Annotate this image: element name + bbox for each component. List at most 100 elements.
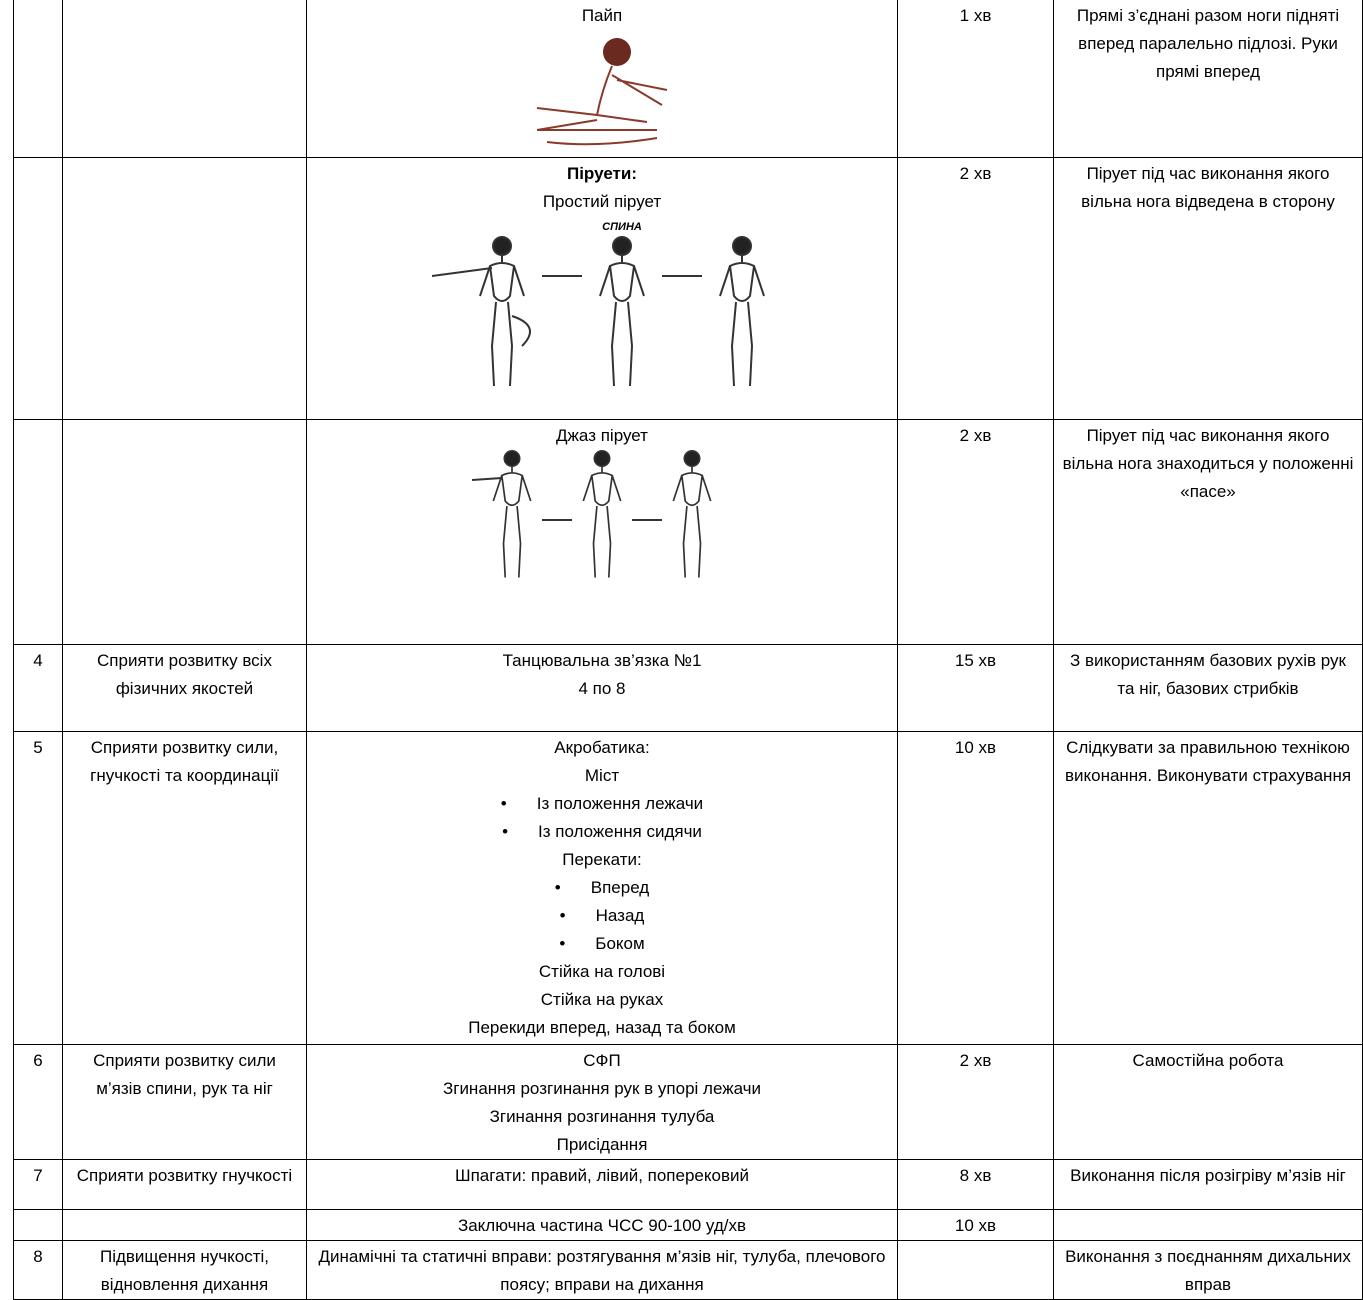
- goal-cell: [62, 0, 307, 158]
- content-line: Акробатика:: [554, 738, 650, 757]
- content-line: Стійка на голові: [538, 962, 666, 981]
- notes-text: Прямі з’єднані разом ноги підняті вперед…: [1076, 6, 1340, 81]
- bullet-item: Боком: [313, 930, 891, 958]
- content-line: Танцювальна зв’язка №1: [502, 651, 702, 670]
- notes-cell: З використанням базових рухів рук та ніг…: [1053, 644, 1363, 732]
- notes-text: Пірует під час виконання якого вільна но…: [1062, 426, 1354, 501]
- time-cell: 1 хв: [897, 0, 1054, 158]
- content-line: СФП: [583, 1051, 621, 1070]
- number-cell: 5: [13, 731, 63, 1045]
- row-number: 5: [33, 738, 43, 757]
- goal-cell: [62, 157, 307, 420]
- time-cell: [897, 1240, 1054, 1300]
- number-cell: [13, 157, 63, 420]
- row-number: 6: [33, 1051, 43, 1070]
- goal-cell: [62, 1209, 307, 1241]
- notes-text: Самостійна робота: [1132, 1051, 1284, 1070]
- goal-text: Сприяти розвитку гнучкості: [76, 1166, 293, 1185]
- notes-cell: Виконання з поєднанням дихальних вправ: [1053, 1240, 1363, 1300]
- jazz-pirouette-figure: [472, 450, 712, 578]
- number-cell: [13, 419, 63, 645]
- goal-cell: Сприяти розвитку всіх фізичних якостей: [62, 644, 307, 732]
- notes-text: Слідкувати за правильною технікою викона…: [1064, 738, 1352, 785]
- content-cell: Пайп: [306, 0, 898, 158]
- notes-cell: Прямі з’єднані разом ноги підняті вперед…: [1053, 0, 1363, 158]
- time-text: 1 хв: [959, 6, 992, 25]
- notes-cell: Пірует під час виконання якого вільна но…: [1053, 419, 1363, 645]
- row-number: 4: [33, 651, 43, 670]
- goal-text: Сприяти розвитку сили м’язів спини, рук …: [93, 1051, 276, 1098]
- table-body: Пайп 1 хв Прямі з’єднані разом ноги підня…: [13, 0, 1363, 1300]
- bullet-item: Вперед: [313, 874, 891, 902]
- content-cell: Динамічні та статичні вправи: розтягуван…: [306, 1240, 898, 1300]
- notes-text: Виконання після розігріву м’язів ніг: [1070, 1166, 1346, 1185]
- content-line: Присідання: [556, 1135, 648, 1154]
- content-line: Простий пірует: [542, 192, 662, 211]
- content-line: Міст: [584, 766, 620, 785]
- table-row: 8 Підвищення нучкості, відновлення диханн…: [13, 1240, 1363, 1300]
- number-cell: 6: [13, 1044, 63, 1160]
- table-row: Пайп 1 хв Прямі з’єднані разом ноги підня…: [13, 0, 1363, 158]
- time-text: 15 хв: [954, 651, 997, 670]
- time-cell: 8 хв: [897, 1159, 1054, 1210]
- content-line: 4 по 8: [578, 679, 626, 698]
- number-cell: [13, 1209, 63, 1241]
- notes-cell: Виконання після розігріву м’язів ніг: [1053, 1159, 1363, 1210]
- notes-text: З використанням базових рухів рук та ніг…: [1070, 651, 1346, 698]
- content-line: Стійка на руках: [540, 990, 664, 1009]
- notes-cell: Пірует під час виконання якого вільна но…: [1053, 157, 1363, 420]
- content-line: Згинання розгинання тулуба: [489, 1107, 715, 1126]
- content-cell: Джаз пірует: [306, 419, 898, 645]
- table-row: 6 Сприяти розвитку сили м’язів спини, рук…: [13, 1044, 1363, 1160]
- content-cell: Піруети: Простий пірует СПИНА: [306, 157, 898, 420]
- time-cell: 10 хв: [897, 1209, 1054, 1241]
- bullet-item: Із положення лежачи: [313, 790, 891, 818]
- time-cell: 10 хв: [897, 731, 1054, 1045]
- notes-cell: Слідкувати за правильною технікою викона…: [1053, 731, 1363, 1045]
- notes-cell: Самостійна робота: [1053, 1044, 1363, 1160]
- lesson-table: Пайп 1 хв Прямі з’єднані разом ноги підня…: [13, 0, 1363, 1300]
- content-line: Джаз пірует: [556, 426, 648, 445]
- goal-cell: [62, 419, 307, 645]
- content-cell: Акробатика: Міст Із положення лежачиІз пол…: [306, 731, 898, 1045]
- figure-label: СПИНА: [602, 221, 642, 233]
- content-line: Перекиди вперед, назад та боком: [468, 1018, 736, 1037]
- time-cell: 2 хв: [897, 157, 1054, 420]
- content-cell: Заключна частина ЧСС 90-100 уд/хв: [306, 1209, 898, 1241]
- table-row: 7 Сприяти розвитку гнучкості Шпагати: прав…: [13, 1159, 1363, 1210]
- content-line: Динамічні та статичні вправи: розтягуван…: [318, 1247, 886, 1294]
- simple-pirouette-figure: СПИНА: [432, 221, 765, 386]
- content-cell: Танцювальна зв’язка №1 4 по 8: [306, 644, 898, 732]
- table-row: Заключна частина ЧСС 90-100 уд/хв 10 хв: [13, 1209, 1363, 1241]
- content-line: Заключна частина ЧСС 90-100 уд/хв: [457, 1216, 747, 1235]
- goal-text: Підвищення нучкості, відновлення дихання: [99, 1247, 269, 1294]
- row-number: 7: [33, 1166, 43, 1185]
- number-cell: 7: [13, 1159, 63, 1210]
- time-text: 10 хв: [954, 1216, 997, 1235]
- goal-cell: Сприяти розвитку сили м’язів спини, рук …: [62, 1044, 307, 1160]
- table-row: 5 Сприяти розвитку сили, гнучкості та коо…: [13, 731, 1363, 1045]
- notes-text: Пірует під час виконання якого вільна но…: [1081, 164, 1335, 211]
- goal-cell: Підвищення нучкості, відновлення дихання: [62, 1240, 307, 1300]
- table-row: 4 Сприяти розвитку всіх фізичних якостей Т…: [13, 644, 1363, 732]
- row-number: 8: [33, 1247, 43, 1266]
- time-cell: 15 хв: [897, 644, 1054, 732]
- number-cell: 8: [13, 1240, 63, 1300]
- bullet-item: Назад: [313, 902, 891, 930]
- content-line: Згинання розгинання рук в упорі лежачи: [442, 1079, 762, 1098]
- time-text: 2 хв: [959, 164, 992, 183]
- notes-text: Виконання з поєднанням дихальних вправ: [1065, 1247, 1351, 1294]
- time-text: 2 хв: [959, 1051, 992, 1070]
- number-cell: [13, 0, 63, 158]
- time-cell: 2 хв: [897, 1044, 1054, 1160]
- content-cell: Шпагати: правий, лівий, поперековий: [306, 1159, 898, 1210]
- time-text: 8 хв: [959, 1166, 992, 1185]
- content-line: Шпагати: правий, лівий, поперековий: [455, 1166, 749, 1185]
- pipe-figure: [536, 38, 668, 146]
- bullet-item: Із положення сидячи: [313, 818, 891, 846]
- time-text: 2 хв: [959, 426, 992, 445]
- notes-cell: [1053, 1209, 1363, 1241]
- content-line: Пайп: [581, 6, 623, 25]
- time-text: 10 хв: [954, 738, 997, 757]
